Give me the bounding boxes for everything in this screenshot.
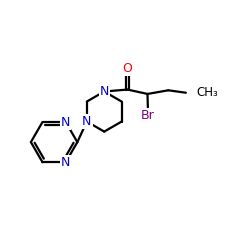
Text: N: N [82, 115, 92, 128]
Text: Br: Br [141, 110, 155, 122]
Text: CH₃: CH₃ [196, 86, 218, 99]
Text: O: O [122, 62, 132, 75]
Text: N: N [61, 156, 70, 169]
Text: N: N [61, 116, 70, 128]
Text: N: N [100, 85, 109, 98]
